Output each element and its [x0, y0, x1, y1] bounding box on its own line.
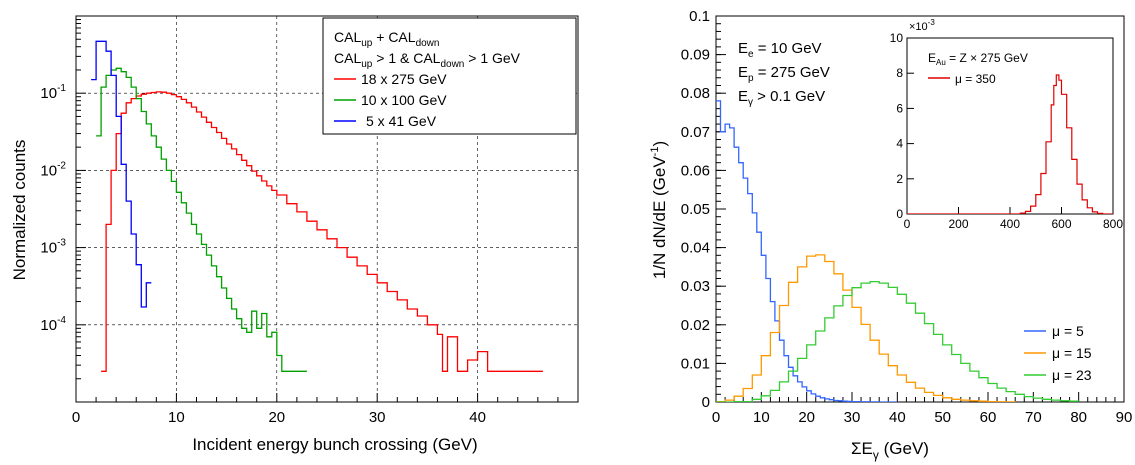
right-y-tick-label: 0.04 — [681, 240, 710, 257]
inset-x-tick-label: 400 — [1000, 217, 1020, 231]
right-series-group — [716, 100, 1080, 402]
legend-label-mu5: μ = 5 — [1052, 323, 1084, 339]
legend-label-5x41: 5 x 41 GeV — [366, 113, 437, 129]
left-axis-ticks: 0 10 20 30 40 10-1 10-2 10-3 10-4 — [40, 19, 559, 426]
legend-label-18x275: 18 x 275 GeV — [361, 71, 447, 87]
right-y-tick-label: 0.09 — [681, 47, 710, 64]
left-y-tick-label: 10-2 — [40, 160, 66, 179]
right-x-tick-label: 80 — [1070, 409, 1087, 426]
right-chart: 0 10 20 30 40 50 60 70 80 9000.010.020.030.040.05… — [649, 8, 1132, 462]
left-x-tick-label: 0 — [72, 409, 80, 426]
inset-annotation-eau: EAu = Z × 275 GeV — [928, 51, 1028, 67]
inset-y-tick-label: 10 — [890, 31, 904, 45]
inset-y-multiplier: ×10-3 — [909, 18, 935, 33]
inset-x-tick-label: 200 — [948, 217, 968, 231]
left-plot-frame — [75, 15, 579, 403]
left-x-tick-label: 40 — [469, 409, 486, 426]
right-y-tick-label: 0.07 — [681, 124, 710, 141]
annotation-ep: Ep = 275 GeV — [738, 64, 830, 84]
right-y-axis-label: 1/N dN/dE (GeV-1) — [649, 141, 669, 279]
left-legend-box — [322, 17, 577, 135]
right-y-tick-label: 0.01 — [681, 355, 710, 372]
left-x-tick-label: 30 — [369, 409, 386, 426]
right-x-tick-label: 20 — [798, 409, 815, 426]
annotation-ee: Ee = 10 GeV — [738, 40, 822, 60]
right-x-tick-label: 70 — [1025, 409, 1042, 426]
right-x-tick-label: 10 — [753, 409, 770, 426]
annotation-egamma: Eγ > 0.1 GeV — [738, 88, 825, 108]
inset-x-tick-label: 800 — [1103, 217, 1123, 231]
left-x-tick-label: 10 — [168, 409, 185, 426]
inset-axis-ticks: 0 200 400 600 800 0 2 4 6 8 10 — [890, 31, 1124, 231]
legend-label-10x100: 10 x 100 GeV — [361, 92, 447, 108]
left-x-tick-label: 20 — [268, 409, 285, 426]
left-series-line-2 — [91, 40, 152, 308]
right-y-tick-label: 0.03 — [681, 278, 710, 295]
inset-series-line-0 — [907, 74, 1113, 214]
left-y-tick-label: 10-1 — [40, 83, 66, 102]
legend-header-line-2: CALup > 1 & CALdown > 1 GeV — [334, 50, 521, 70]
inset-y-tick-label: 6 — [896, 101, 903, 115]
right-y-tick-label: 0.08 — [681, 85, 710, 102]
right-x-tick-label: 90 — [1116, 409, 1133, 426]
inset-y-tick-label: 4 — [896, 137, 903, 151]
left-y-tick-label: 10-4 — [40, 315, 66, 334]
right-y-tick-label: 0.1 — [689, 8, 710, 25]
right-x-tick-label: 30 — [844, 409, 861, 426]
inset-x-tick-label: 0 — [904, 217, 911, 231]
right-x-axis-label: ΣEγ (GeV) — [851, 439, 929, 462]
inset-series-group — [907, 74, 1113, 214]
right-series-line-2 — [716, 280, 1080, 402]
inset-x-tick-label: 600 — [1051, 217, 1071, 231]
right-x-tick-label: 40 — [889, 409, 906, 426]
inset-y-tick-label: 8 — [896, 66, 903, 80]
legend-label-mu23: μ = 23 — [1052, 367, 1092, 383]
legend-label-mu15: μ = 15 — [1052, 345, 1092, 361]
legend-label-mu350: μ = 350 — [955, 72, 996, 86]
right-axis-ticks: 0 10 20 30 40 50 60 70 80 9000.010.020.030.040.05… — [681, 8, 1133, 426]
left-series-line-1 — [96, 67, 307, 372]
left-series-line-0 — [101, 91, 543, 372]
right-y-tick-label: 0 — [702, 394, 710, 411]
inset-chart: 0 200 400 600 800 0 2 4 6 8 10 ×10-3 EAu = Z × 275… — [890, 18, 1124, 231]
inset-y-tick-label: 0 — [896, 207, 903, 221]
right-x-tick-label: 50 — [934, 409, 951, 426]
left-x-axis-label: Incident energy bunch crossing (GeV) — [192, 435, 477, 454]
left-series-group — [91, 40, 543, 372]
left-chart: 0 10 20 30 40 10-1 10-2 10-3 10-4 Incident energ… — [10, 15, 579, 454]
right-x-tick-label: 0 — [712, 409, 720, 426]
inset-y-tick-label: 2 — [896, 172, 903, 186]
right-y-tick-label: 0.02 — [681, 317, 710, 334]
left-y-axis-label: Normalized counts — [10, 140, 29, 281]
left-legend: CALup + CALdown CALup > 1 & CALdown > 1 … — [322, 17, 577, 135]
right-series-line-0 — [716, 100, 898, 402]
left-y-tick-label: 10-3 — [40, 238, 66, 257]
right-y-tick-label: 0.05 — [681, 201, 710, 218]
right-y-tick-label: 0.06 — [681, 162, 710, 179]
legend-header-line-1: CALup + CALdown — [334, 29, 439, 49]
left-grid — [76, 16, 578, 402]
right-series-line-1 — [716, 254, 1016, 402]
right-x-tick-label: 60 — [980, 409, 997, 426]
right-legend: μ = 5 μ = 15 μ = 23 — [1024, 323, 1092, 383]
